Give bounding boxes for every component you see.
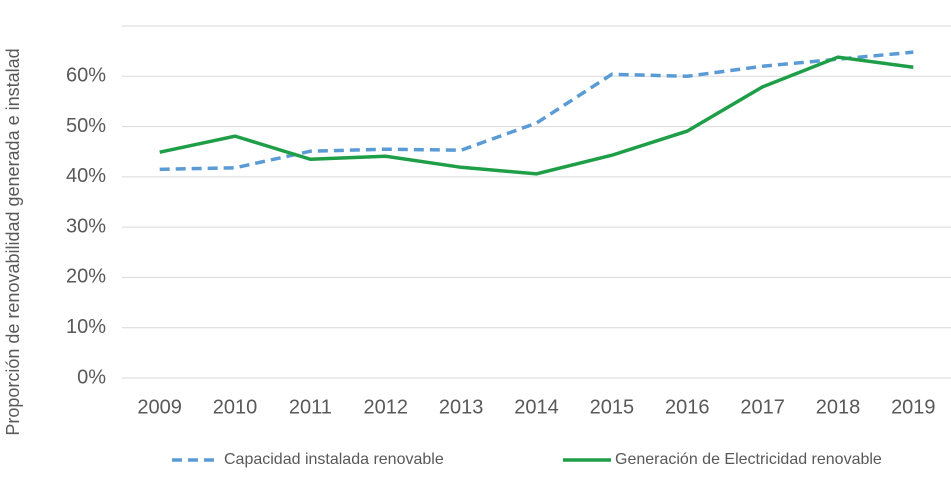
legend-label: Generación de Electricidad renovable (615, 451, 882, 468)
y-tick-label: 10% (66, 316, 106, 338)
y-tick-label: 20% (66, 266, 106, 288)
x-tick-label: 2010 (213, 396, 258, 418)
y-axis-label: Proporción de renovabilidad generada e i… (3, 48, 23, 435)
y-tick-label: 50% (66, 115, 106, 137)
x-tick-label: 2009 (137, 396, 182, 418)
legend-label: Capacidad instalada renovable (224, 451, 444, 468)
x-tick-label: 2015 (590, 396, 635, 418)
x-tick-label: 2019 (891, 396, 936, 418)
y-tick-label: 30% (66, 215, 106, 237)
x-tick-label: 2012 (364, 396, 409, 418)
x-tick-label: 2014 (514, 396, 559, 418)
y-tick-label: 60% (66, 65, 106, 87)
x-tick-label: 2017 (740, 396, 785, 418)
x-tick-label: 2018 (816, 396, 861, 418)
series-line (159, 55, 914, 176)
x-tick-label: 2011 (289, 396, 332, 418)
x-tick-label: 2016 (665, 396, 710, 418)
series-line (159, 50, 914, 172)
y-tick-label: 40% (66, 165, 106, 187)
y-tick-label: 0% (77, 366, 106, 388)
x-tick-label: 2013 (439, 396, 484, 418)
